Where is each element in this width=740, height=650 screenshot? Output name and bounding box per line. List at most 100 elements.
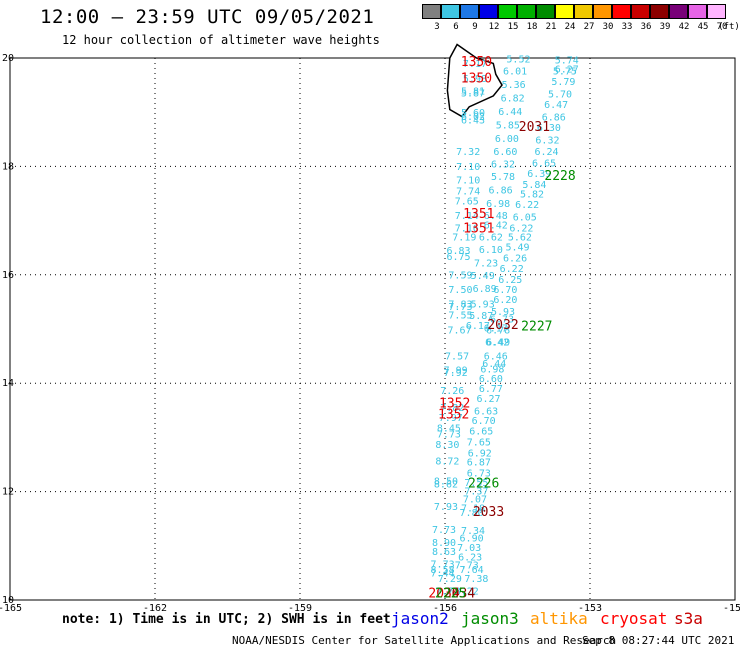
wave-height-value: 8.30 bbox=[435, 440, 459, 451]
wave-height-value: 5.75 bbox=[553, 66, 577, 77]
wave-height-value: 5.87 bbox=[461, 88, 485, 99]
legend-label-36: 36 bbox=[640, 22, 652, 32]
legend-label-15: 15 bbox=[507, 22, 519, 32]
wave-height-value: 7.59 bbox=[448, 271, 472, 282]
legend-swatch-21 bbox=[536, 4, 555, 19]
wave-height-value: 7.14 bbox=[455, 211, 479, 222]
wave-height-value: 7.99 bbox=[444, 365, 468, 376]
wave-height-value: 6.44 bbox=[498, 107, 522, 118]
wave-height-value: 7.23 bbox=[474, 259, 498, 270]
legend-label-9: 9 bbox=[472, 22, 478, 32]
legend-s3a: s3a bbox=[674, 609, 703, 628]
wave-height-value: 6.22 bbox=[515, 200, 539, 211]
pass-time-jason3: 2226 bbox=[468, 476, 499, 491]
wave-height-value: 6.42 bbox=[485, 337, 509, 348]
pass-time-jason3: 2228 bbox=[544, 169, 575, 184]
wave-height-value: 7.73 bbox=[448, 302, 472, 313]
legend-label-42: 42 bbox=[678, 22, 690, 32]
wave-height-value: 6.44 bbox=[482, 359, 506, 370]
wave-height-value: 7.03 bbox=[457, 543, 481, 554]
wave-height-value: 6.90 bbox=[460, 533, 484, 544]
wave-height-value: 8.63 bbox=[432, 547, 456, 558]
wave-height-value: 6.27 bbox=[555, 65, 579, 76]
footer-note: note: 1) Time is in UTC; 2) SWH is in fe… bbox=[62, 612, 391, 627]
pass-time-cryosat: 1352 bbox=[439, 397, 470, 412]
wave-height-value: 7.50 bbox=[448, 285, 472, 296]
wave-height-value: 6.17 bbox=[466, 321, 490, 332]
wave-height-value: 7.80 bbox=[460, 508, 484, 519]
legend-label-33: 33 bbox=[621, 22, 633, 32]
wave-height-value: 5.79 bbox=[551, 77, 575, 88]
wave-height-value: 7.67 bbox=[447, 325, 471, 336]
legend-swatch-27 bbox=[574, 4, 593, 19]
wave-height-value: 7.57 bbox=[445, 351, 469, 362]
wave-height-value: 6.22 bbox=[500, 264, 524, 275]
wave-height-value: 6.01 bbox=[503, 66, 527, 77]
wave-height-value: 6.65 bbox=[469, 427, 493, 438]
legend-jason3: jason3 bbox=[461, 609, 519, 628]
wave-height-value: 7.97 bbox=[439, 413, 463, 424]
wave-height-value: 7.10 bbox=[456, 162, 480, 173]
wave-height-value: 6.78 bbox=[486, 325, 510, 336]
legend-jason2: jason2 bbox=[391, 609, 449, 628]
wave-height-value: 6.25 bbox=[498, 275, 522, 286]
legend-swatch-6 bbox=[441, 4, 460, 19]
wave-height-value: 8.50 bbox=[434, 477, 458, 488]
wave-height-value: 6.49 bbox=[486, 337, 510, 348]
wave-height-value: 6.98 bbox=[486, 199, 510, 210]
wave-height-value: 7.65 bbox=[455, 196, 479, 207]
wave-height-value: 5.74 bbox=[555, 55, 579, 66]
wave-height-value: 7.72 bbox=[435, 587, 459, 598]
wave-height-value: 7.38 bbox=[464, 574, 488, 585]
wave-height-value: 6.83 bbox=[446, 246, 470, 257]
pass-time-cryosat: 2034 bbox=[428, 586, 459, 601]
y-tick-label: 18 bbox=[2, 161, 14, 172]
legend-label-45: 45 bbox=[697, 22, 709, 32]
wave-height-value: 6.27 bbox=[476, 394, 500, 405]
wave-height-value: 6.22 bbox=[509, 223, 533, 234]
wave-height-value: 7.82 bbox=[440, 403, 464, 414]
legend-label-6: 6 bbox=[453, 22, 459, 32]
wave-height-value: 7.55 bbox=[448, 311, 472, 322]
legend-label-39: 39 bbox=[659, 22, 671, 32]
wave-height-value: 6.17 bbox=[484, 324, 508, 335]
wave-height-value: 6.89 bbox=[473, 284, 497, 295]
wave-height-value: 5.52 bbox=[506, 54, 530, 65]
wave-height-value: 7.65 bbox=[467, 438, 491, 449]
wave-height-value: 8.90 bbox=[432, 538, 456, 549]
legend-swatch-70 bbox=[707, 4, 726, 19]
credit-line: NOAA/NESDIS Center for Satellite Applica… bbox=[232, 634, 617, 647]
wave-height-value: 6.02 bbox=[461, 112, 485, 123]
pass-time-s3a: 2034 bbox=[444, 586, 475, 601]
x-tick-label: -150 bbox=[723, 603, 740, 614]
wave-height-value: 7.19 bbox=[452, 233, 476, 244]
wave-height-value: 5.84 bbox=[522, 180, 546, 191]
wave-height-value: 7.29 bbox=[438, 574, 462, 585]
map-frame bbox=[9, 57, 736, 601]
legend-swatch-45 bbox=[688, 4, 707, 19]
legend-swatch-9 bbox=[460, 4, 479, 19]
wave-height-value: 6.86 bbox=[489, 186, 513, 197]
page-title: 12:00 – 23:59 UTC 09/05/2021 bbox=[40, 6, 375, 28]
wave-height-value: 7.37 bbox=[464, 486, 488, 497]
wave-height-value: 6.60 bbox=[493, 147, 517, 158]
y-tick-label: 14 bbox=[2, 378, 14, 389]
legend-label-70: 70 bbox=[716, 22, 728, 32]
legend-swatch-15 bbox=[498, 4, 517, 19]
wave-height-value: 7.34 bbox=[461, 526, 485, 537]
wave-height-value: 6.39 bbox=[527, 169, 551, 180]
wave-height-value: 6.00 bbox=[495, 134, 519, 145]
wave-height-value: 6.62 bbox=[479, 233, 503, 244]
wave-height-value: 7.92 bbox=[444, 368, 468, 379]
legend-swatch-12 bbox=[479, 4, 498, 19]
wave-height-value: 7.73 bbox=[455, 561, 479, 572]
wave-height-value: 6.73 bbox=[490, 314, 514, 325]
pass-time-s3a: 2032 bbox=[487, 318, 518, 333]
wave-height-value: 7.10 bbox=[456, 176, 480, 187]
legend-label-30: 30 bbox=[602, 22, 614, 32]
legend-swatch-33 bbox=[612, 4, 631, 19]
legend-swatch-42 bbox=[669, 4, 688, 19]
wave-height-value: 5.81 bbox=[461, 86, 485, 97]
wave-height-value: 5.85 bbox=[496, 120, 520, 131]
